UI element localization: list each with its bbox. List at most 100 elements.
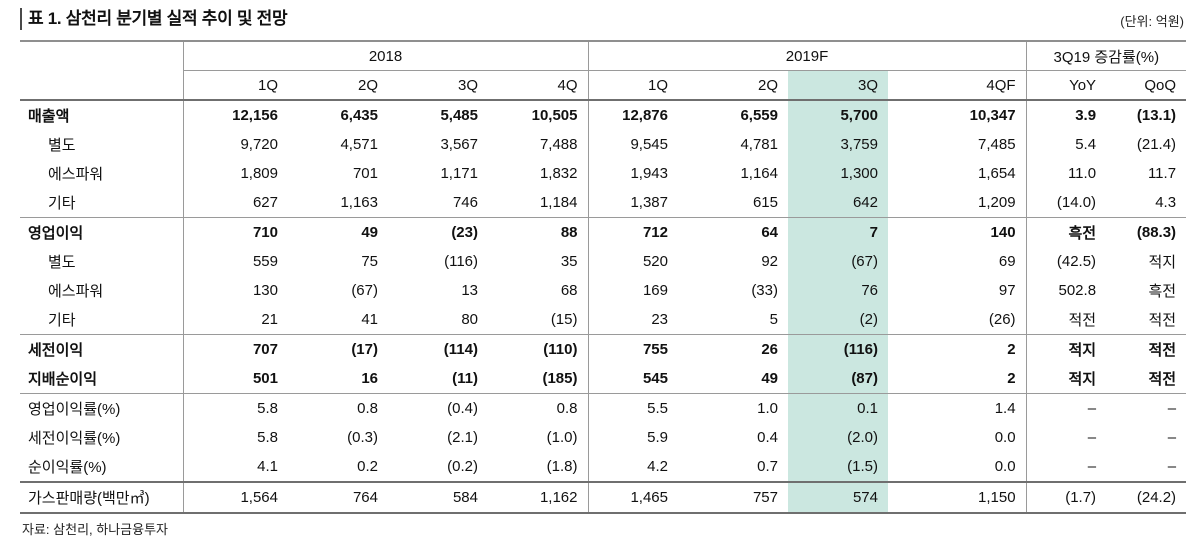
- value-cell: 9,545: [630, 136, 668, 153]
- value-cell: 11.0: [1067, 165, 1097, 182]
- value-cell: (24.2): [1106, 481, 1187, 513]
- row-label: 매출액: [20, 100, 184, 130]
- value-cell: 584: [388, 481, 488, 513]
- col-header: 4Q: [488, 70, 589, 101]
- value-cell: –: [1167, 458, 1177, 475]
- value-cell: 49: [288, 217, 388, 247]
- quarter-header-row: 1Q 2Q 3Q 4Q 1Q 2Q 3Q 4QF YoY QoQ: [20, 70, 1187, 101]
- col-header: QoQ: [1106, 70, 1187, 101]
- value-cell: 712: [588, 217, 678, 247]
- value-cell: 92: [761, 253, 778, 270]
- row-label: 세전이익: [20, 334, 184, 364]
- table-row: 세전이익 707 (17) (114) (110) 755 26 (116) 2 적지 적전: [20, 334, 1187, 364]
- value-cell: 흑전: [1026, 217, 1107, 247]
- table-row: 에스파워 130 (67) 13 68 169 (33) 76 97 502.8 흑전: [20, 276, 1186, 305]
- value-cell: 13: [461, 282, 478, 299]
- value-cell: 710: [183, 217, 288, 247]
- value-cell: 1,150: [888, 481, 1027, 513]
- value-cell: 1.0: [678, 393, 788, 423]
- value-cell: 적전: [1148, 371, 1177, 388]
- value-cell: 80: [461, 311, 478, 328]
- col-group-header: 2019F: [588, 41, 1027, 71]
- value-cell: 41: [361, 311, 378, 328]
- value-cell: 0.2: [357, 458, 378, 475]
- value-cell: 642: [788, 188, 888, 218]
- value-cell: 적전: [1148, 312, 1177, 329]
- value-cell: 757: [678, 481, 788, 513]
- value-cell: (2.1): [447, 429, 478, 446]
- col-group-header: 2018: [183, 41, 589, 71]
- value-cell: –: [1026, 393, 1107, 423]
- table-row: 별도 9,720 4,571 3,567 7,488 9,545 4,781 3,759 7,4…: [20, 130, 1186, 159]
- value-cell: 1,171: [440, 165, 478, 182]
- value-cell: 7: [788, 217, 888, 247]
- value-cell: 3,567: [440, 136, 478, 153]
- value-cell: 10,505: [488, 100, 589, 130]
- value-cell: 1,209: [888, 188, 1027, 218]
- value-cell: 1,163: [340, 194, 378, 211]
- value-cell: 1,654: [888, 159, 1027, 188]
- col-header: 1Q: [183, 70, 288, 101]
- value-cell: 140: [888, 217, 1027, 247]
- unit-note: (단위: 억원): [1120, 14, 1184, 29]
- value-cell: (67): [351, 282, 378, 299]
- group-header-row: 2018 2019F 3Q19 증감률(%): [20, 41, 1187, 101]
- value-cell: 0.7: [757, 458, 778, 475]
- row-label: 별도: [20, 130, 184, 159]
- value-cell: 5.5: [588, 393, 678, 423]
- value-cell: 764: [288, 481, 388, 513]
- value-cell: 4.2: [647, 458, 668, 475]
- value-cell: (185): [488, 364, 589, 394]
- table-header-block: 표 1. 삼천리 분기별 실적 추이 및 전망 (단위: 억원): [20, 8, 1186, 30]
- table-row: 매출액 12,156 6,435 5,485 10,505 12,876 6,559 5,70…: [20, 100, 1186, 130]
- value-cell: (13.1): [1136, 107, 1177, 124]
- table-row: 에스파워 1,809 701 1,171 1,832 1,943 1,164 1,300 1,6…: [20, 159, 1186, 188]
- value-cell: 0.0: [888, 452, 1027, 482]
- value-cell: 2: [888, 364, 1027, 394]
- value-cell: (1.7): [1026, 481, 1107, 513]
- value-cell: 1,564: [183, 481, 288, 513]
- row-label: 가스판매량(백만㎥): [20, 481, 184, 513]
- value-cell: 746: [452, 194, 478, 211]
- value-cell: (110): [488, 334, 589, 364]
- value-cell: 1,809: [240, 165, 278, 182]
- value-cell: 23: [651, 311, 668, 328]
- table-row: 가스판매량(백만㎥) 1,564 764 584 1,162 1,465 757 574 1,1…: [20, 481, 1187, 513]
- table-row: 영업이익률(%) 5.8 0.8 (0.4) 0.8 5.5 1.0 0.1 1.4– –: [20, 393, 1187, 423]
- table-row: 지배순이익 501 16 (11) (185) 545 49 (87) 2 적지 적전: [20, 364, 1186, 394]
- value-cell: 16: [361, 370, 378, 387]
- value-cell: –: [1106, 393, 1187, 423]
- col-header: 1Q: [588, 70, 678, 101]
- value-cell: 10,347: [888, 100, 1027, 130]
- value-cell: (11): [452, 370, 478, 387]
- value-cell: (26): [888, 305, 1027, 335]
- col-header: 2Q: [288, 70, 388, 101]
- value-cell: 627: [252, 194, 278, 211]
- row-label: 기타: [20, 188, 184, 218]
- value-cell: 1,184: [488, 188, 589, 218]
- value-cell: 3.9: [1075, 107, 1097, 124]
- value-cell: 5.8: [183, 393, 288, 423]
- table-row: 영업이익 710 49 (23) 88 712 64 7 140 흑전 (88.3): [20, 217, 1187, 247]
- row-label: 에스파워: [20, 276, 184, 305]
- table-title: 표 1. 삼천리 분기별 실적 추이 및 전망: [20, 8, 288, 30]
- value-cell: (0.2): [447, 458, 478, 475]
- col-header: 2Q: [678, 70, 788, 101]
- value-cell: 2: [888, 334, 1027, 364]
- row-label: 영업이익: [20, 217, 184, 247]
- table-body: 매출액 12,156 6,435 5,485 10,505 12,876 6,559 5,70…: [20, 100, 1187, 513]
- value-cell: 5,700: [788, 100, 888, 130]
- value-cell: (0.4): [388, 393, 488, 423]
- value-cell: 701: [352, 165, 378, 182]
- value-cell: (15): [488, 305, 589, 335]
- value-cell: (87): [788, 364, 888, 394]
- value-cell: 0.1: [788, 393, 888, 423]
- value-cell: 1,300: [788, 159, 888, 188]
- value-cell: (42.5): [1056, 253, 1097, 270]
- value-cell: 88: [488, 217, 589, 247]
- col-header: 3Q: [388, 70, 488, 101]
- value-cell: 69: [888, 247, 1027, 276]
- value-cell: 0.8: [288, 393, 388, 423]
- corner-cell: [20, 41, 184, 101]
